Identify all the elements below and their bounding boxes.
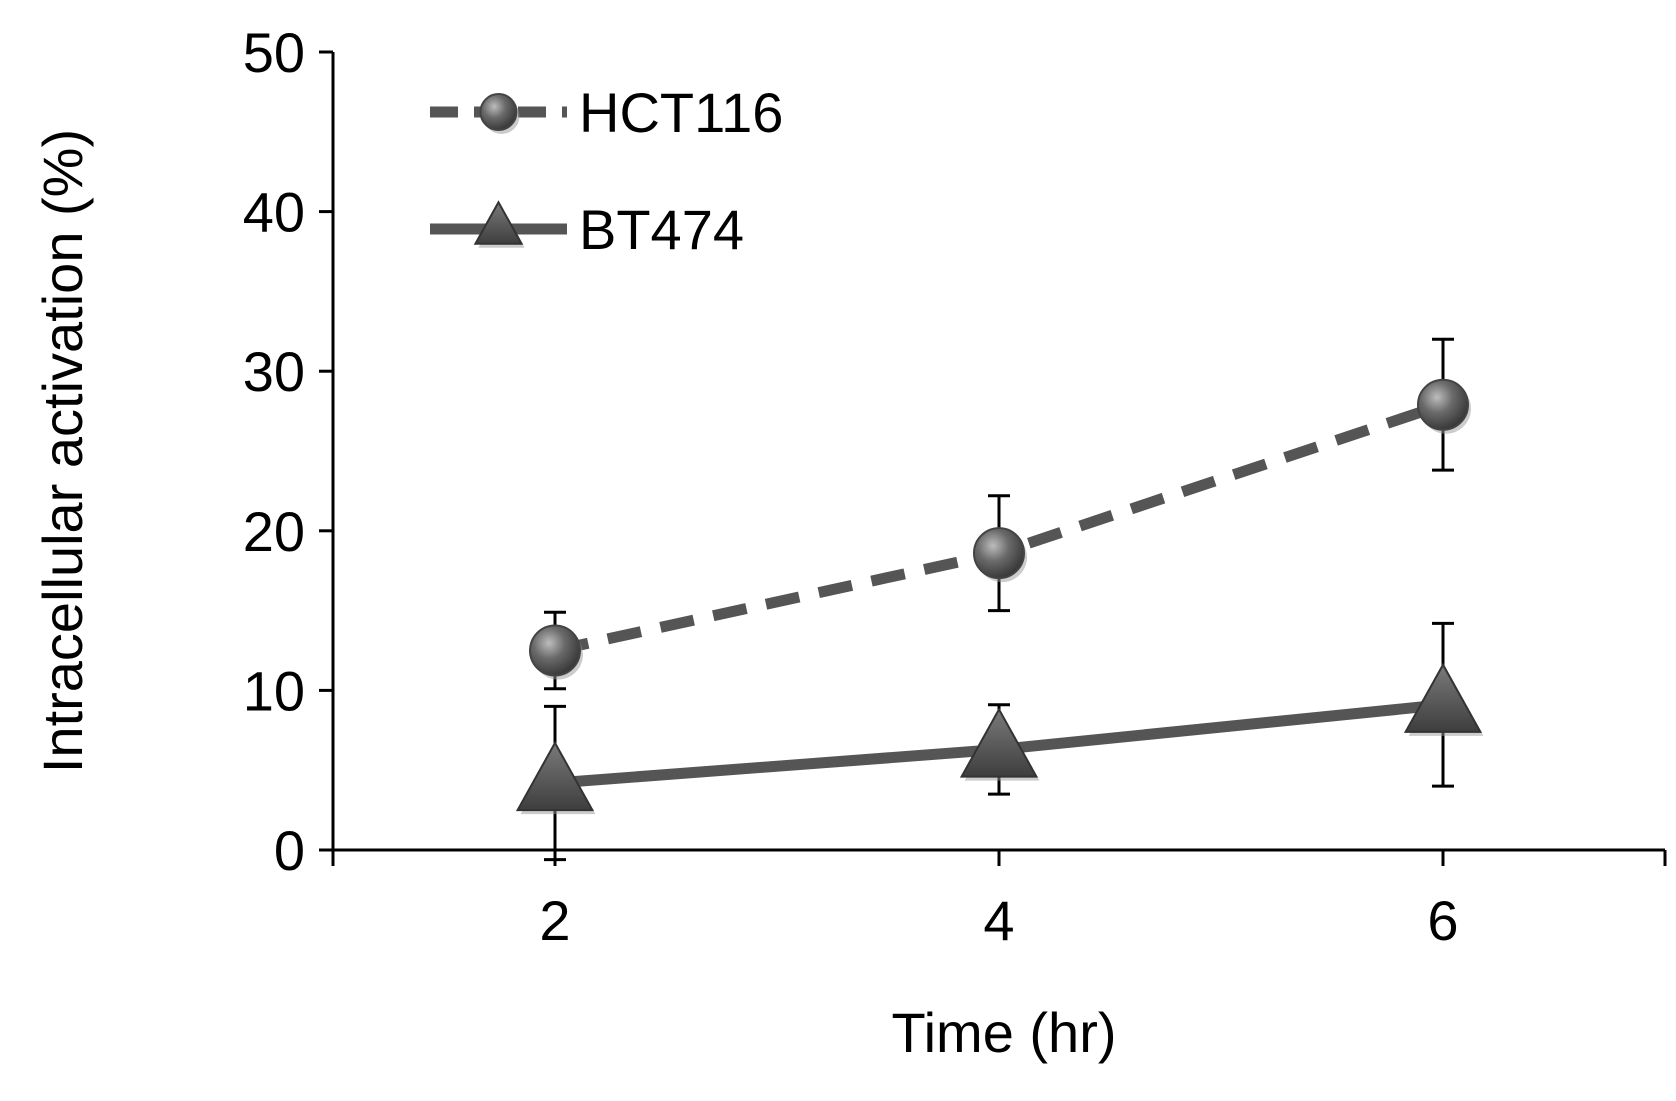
y-axis-title: Intracellular activation (%) [31,129,94,773]
data-point [515,740,595,812]
y-tick-label: 20 [243,500,305,563]
data-point [973,527,1025,580]
legend-label: BT474 [579,198,744,261]
x-tick-label: 2 [539,889,570,952]
axes: 0 10 20 30 40 50 2 4 6 Time (hr) Intracellular act… [31,21,1667,1064]
legend-item-bt474: BT474 [430,198,744,261]
data-point [529,624,581,677]
data-point [959,707,1039,778]
y-tick-label: 40 [243,181,305,244]
y-tick-label: 10 [243,659,305,722]
data-point [1403,662,1483,733]
series-hct116 [529,337,1471,691]
y-tick-label: 50 [243,21,305,84]
legend-label: HCT116 [579,81,783,144]
legend-marker [479,93,518,131]
x-tick-label: 6 [1427,889,1458,952]
data-point [1417,378,1469,431]
legend-item-hct116: HCT116 [430,81,783,144]
series-bt474 [515,621,1484,862]
y-tick-label: 0 [274,819,305,882]
legend: HCT116 BT474 [430,81,783,261]
legend-marker [473,200,524,245]
x-tick-label: 4 [983,889,1014,952]
data-series [515,337,1484,862]
x-axis-title: Time (hr) [891,1001,1116,1064]
y-tick-label: 30 [243,340,305,403]
